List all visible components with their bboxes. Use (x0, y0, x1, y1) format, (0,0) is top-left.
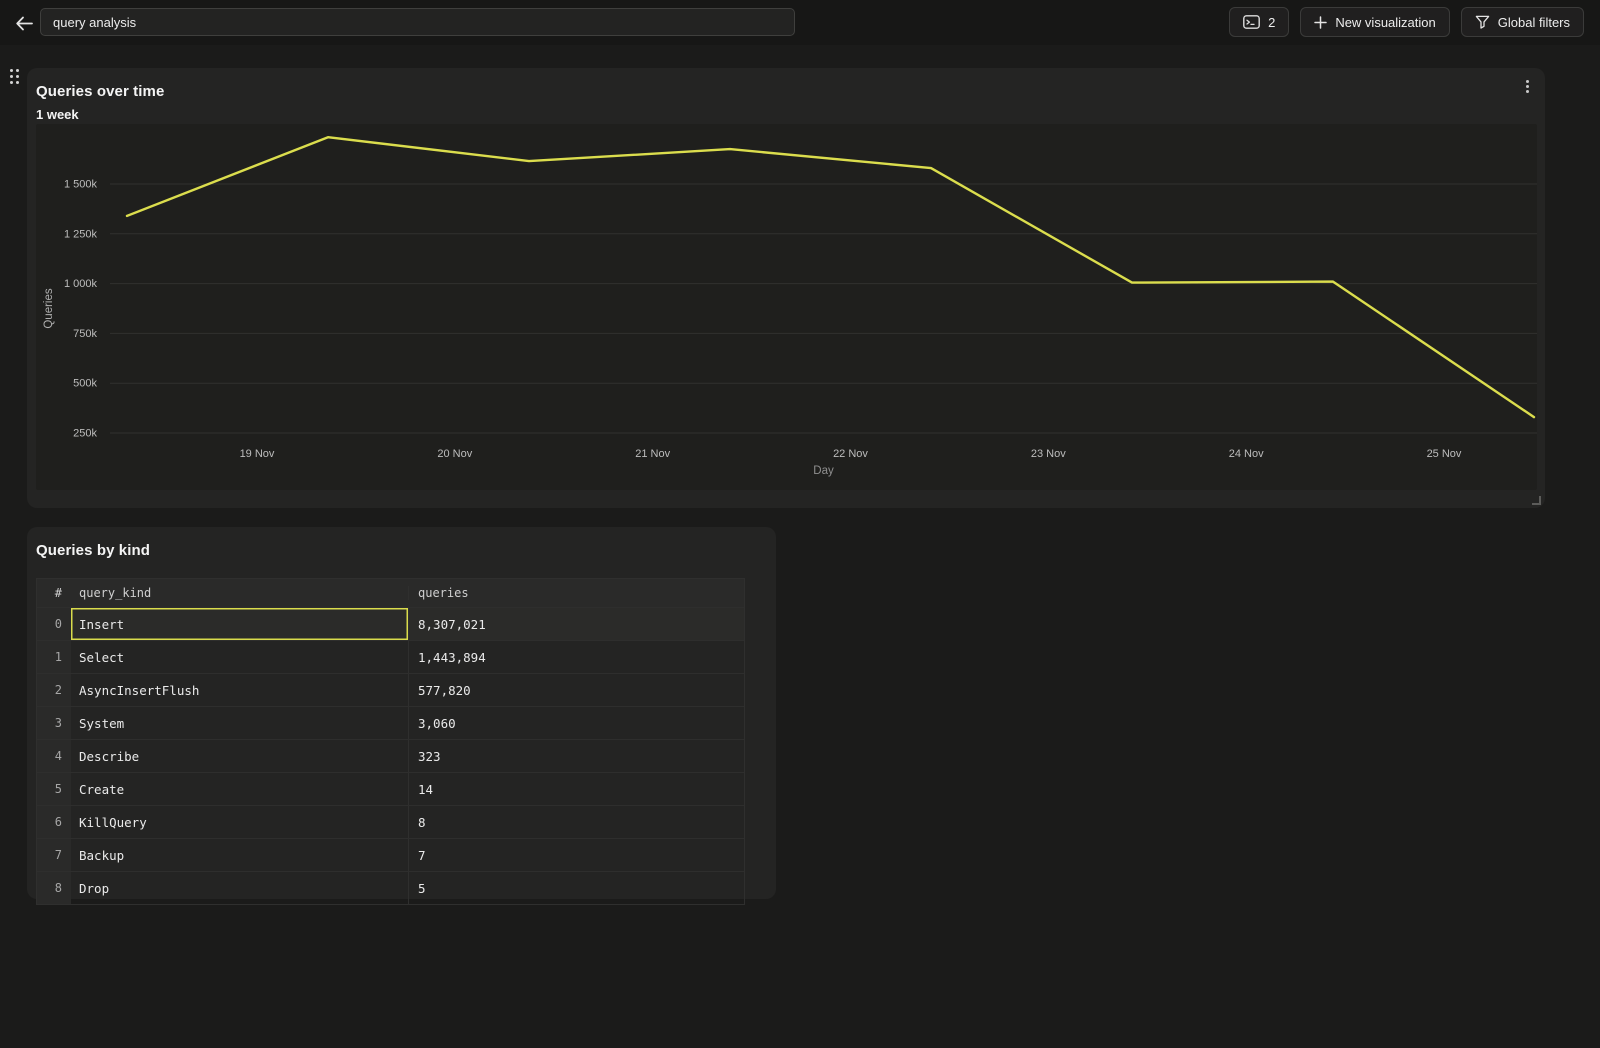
query-kind-cell[interactable]: AsyncInsertFlush (79, 682, 200, 698)
console-tabs-button[interactable]: 2 (1229, 7, 1290, 37)
global-filters-button[interactable]: Global filters (1460, 7, 1584, 37)
table-row[interactable]: 1 Select 1,443,894 (37, 640, 744, 673)
row-index-cell: 5 (37, 773, 71, 805)
table-panel-title: Queries by kind (36, 542, 151, 559)
x-tick-label: 23 Nov (1031, 448, 1066, 460)
queries-by-kind-panel: Queries by kind # query_kind queries 0 Inser… (27, 527, 776, 905)
query-kind-cell[interactable]: Insert (71, 608, 408, 640)
table-row[interactable]: 3 System 3,060 (37, 706, 744, 739)
table-row[interactable]: 6 KillQuery 8 (37, 805, 744, 838)
y-axis-title: Queries (43, 288, 55, 329)
column-header-query_kind[interactable]: query_kind (79, 586, 152, 600)
y-tick-label: 750k (73, 328, 97, 340)
y-tick-label: 1 000k (64, 278, 98, 290)
column-header-queries[interactable]: queries (408, 586, 744, 600)
column-header-index[interactable]: # (54, 586, 62, 600)
query-kind-cell[interactable]: Drop (79, 880, 110, 896)
query-kind-cell[interactable]: Describe (79, 748, 140, 764)
chart-panel-subtitle: 1 week (36, 107, 79, 122)
query-kind-cell[interactable]: Create (79, 781, 125, 797)
y-tick-label: 1 500k (64, 179, 98, 191)
queries-value-cell[interactable]: 1,443,894 (408, 641, 744, 673)
x-tick-label: 22 Nov (833, 448, 868, 460)
y-tick-label: 1 250k (64, 228, 98, 240)
queries-value-cell[interactable]: 3,060 (408, 707, 744, 739)
plus-icon (1314, 15, 1328, 29)
x-tick-label: 21 Nov (635, 448, 670, 460)
x-tick-label: 24 Nov (1229, 448, 1264, 460)
query-kind-cell[interactable]: System (79, 715, 125, 731)
table-row[interactable]: 7 Backup 7 (37, 838, 744, 871)
y-tick-label: 250k (73, 428, 97, 440)
x-tick-label: 19 Nov (240, 448, 275, 460)
row-index-cell: 8 (37, 872, 71, 904)
resize-corner-icon[interactable] (1532, 496, 1541, 505)
drag-handle-icon[interactable] (9, 68, 21, 84)
console-tab-count: 2 (1268, 14, 1276, 30)
arrow-left-icon (16, 16, 33, 30)
row-index-cell: 1 (37, 641, 71, 673)
x-tick-label: 20 Nov (437, 448, 472, 460)
row-index-cell: 4 (37, 740, 71, 772)
new-visualization-button[interactable]: New visualization (1300, 7, 1450, 37)
table-row[interactable]: 2 AsyncInsertFlush 577,820 (37, 673, 744, 706)
queries-value-cell[interactable]: 323 (408, 740, 744, 772)
queries-value-cell[interactable]: 577,820 (408, 674, 744, 706)
row-index-cell: 7 (37, 839, 71, 871)
queries-value-cell[interactable]: 8,307,021 (408, 608, 744, 640)
queries-line-chart[interactable]: 1 500k 1 250k 1 000k 750k 500k 250k 19 Nov 20 N… (36, 124, 1537, 490)
queries-value-cell[interactable]: 14 (408, 773, 744, 805)
row-index-cell: 3 (37, 707, 71, 739)
console-tab-icon (1243, 15, 1260, 29)
x-axis-title: Day (813, 465, 834, 477)
queries-value-cell[interactable]: 7 (408, 839, 744, 871)
query-kind-cell[interactable]: KillQuery (79, 814, 147, 830)
row-index-cell: 6 (37, 806, 71, 838)
row-index-cell: 2 (37, 674, 71, 706)
query-kind-cell[interactable]: Backup (79, 847, 125, 863)
table-row[interactable]: 4 Describe 323 (37, 739, 744, 772)
queries-over-time-panel: Queries over time 1 week 1 500k 1 250k 1 0… (27, 68, 1545, 508)
topbar-actions: 2 New visualization Global filters (1229, 7, 1584, 37)
y-tick-label: 500k (73, 378, 97, 390)
kebab-menu-icon[interactable] (1519, 79, 1535, 97)
queries-value-cell[interactable]: 8 (408, 806, 744, 838)
dashboard-title-input[interactable] (40, 8, 795, 36)
queries-value-cell[interactable]: 5 (408, 872, 744, 904)
queries-chart-area[interactable]: 1 500k 1 250k 1 000k 750k 500k 250k 19 Nov 20 N… (36, 124, 1537, 490)
queries-series-line (125, 135, 1536, 419)
chart-panel-title: Queries over time (36, 83, 165, 100)
table-row[interactable]: 0 Insert 8,307,021 (37, 607, 744, 640)
row-index-cell: 0 (37, 608, 71, 640)
queries-by-kind-table: # query_kind queries 0 Insert 8,307,021 1 Selec… (36, 578, 745, 905)
table-row[interactable]: 8 Drop 5 (37, 871, 744, 904)
global-filters-label: Global filters (1497, 14, 1570, 30)
top-bar: 2 New visualization Global filters (0, 0, 1600, 45)
query-kind-cell[interactable]: Select (79, 649, 125, 665)
new-visualization-label: New visualization (1335, 14, 1436, 30)
table-row[interactable]: 5 Create 14 (37, 772, 744, 805)
funnel-icon (1475, 15, 1489, 29)
x-tick-label: 25 Nov (1427, 448, 1462, 460)
back-button[interactable] (12, 11, 36, 35)
table-header-row: # query_kind queries (37, 579, 744, 607)
